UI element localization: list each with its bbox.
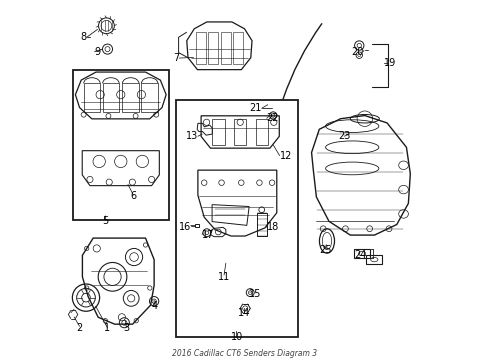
Text: 24: 24 <box>353 250 366 260</box>
Text: 7: 7 <box>173 53 179 63</box>
Text: 6: 6 <box>130 191 136 201</box>
Text: 2016 Cadillac CT6 Senders Diagram 3: 2016 Cadillac CT6 Senders Diagram 3 <box>172 349 316 358</box>
Text: 22: 22 <box>265 113 278 123</box>
Text: 16: 16 <box>178 222 190 232</box>
Text: 18: 18 <box>266 222 279 232</box>
Text: 13: 13 <box>185 131 198 141</box>
Text: 9: 9 <box>94 46 101 57</box>
Bar <box>175 100 298 337</box>
Text: 10: 10 <box>230 332 242 342</box>
Text: 15: 15 <box>248 289 261 299</box>
Bar <box>73 70 169 220</box>
Text: 20: 20 <box>350 46 363 57</box>
Text: 8: 8 <box>81 32 86 42</box>
Text: 11: 11 <box>218 272 230 282</box>
Text: 25: 25 <box>318 245 331 255</box>
Text: 12: 12 <box>279 150 291 161</box>
Text: 17: 17 <box>202 230 214 239</box>
Text: 3: 3 <box>123 323 129 333</box>
Text: 19: 19 <box>384 58 396 68</box>
Text: 2: 2 <box>76 323 82 333</box>
Text: 21: 21 <box>249 103 261 113</box>
Text: 23: 23 <box>337 131 350 141</box>
Text: 14: 14 <box>238 309 250 318</box>
Bar <box>256 213 266 236</box>
Text: 5: 5 <box>102 216 108 226</box>
Text: 4: 4 <box>151 301 157 311</box>
Text: 1: 1 <box>104 323 110 333</box>
